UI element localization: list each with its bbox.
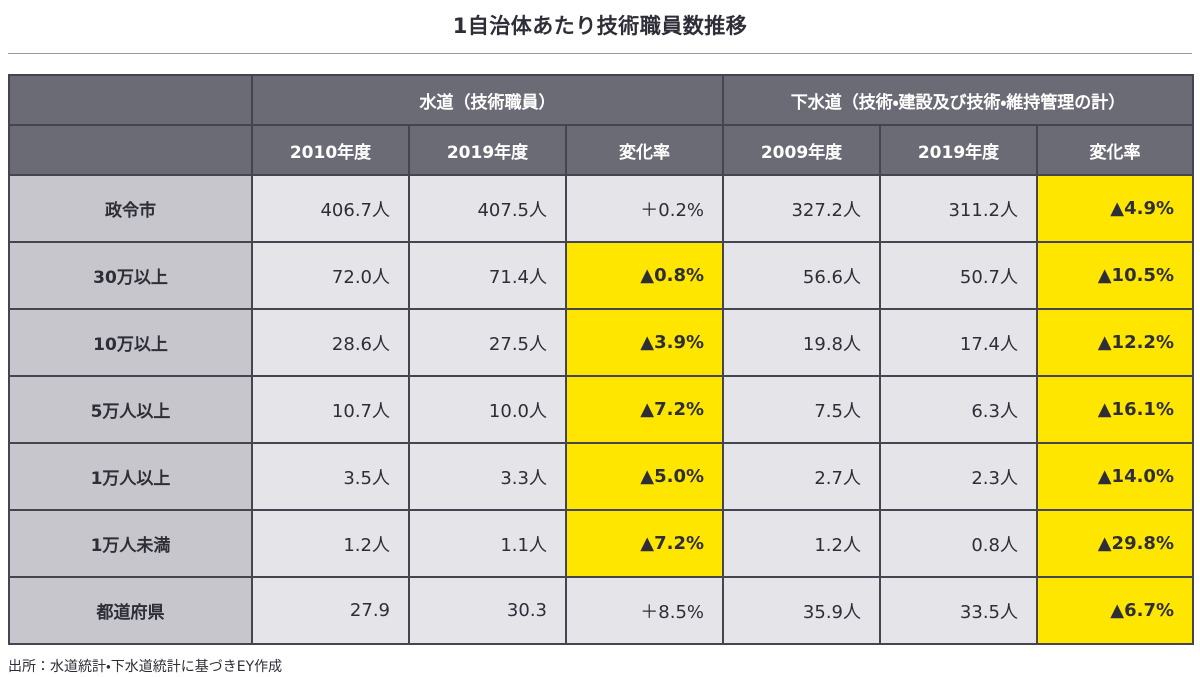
- value-cell: 407.5人: [408, 174, 567, 243]
- row-label: 都道府県: [8, 576, 253, 645]
- column-header-sewer-2009: 2009年度: [722, 124, 881, 176]
- change-rate-cell-highlighted: ▲12.2%: [1036, 308, 1194, 377]
- source-note: 出所：水道統計・下水道統計に基づきEY作成: [8, 659, 283, 675]
- column-header-sewer-change: 変化率: [1036, 124, 1194, 176]
- staff-table: 水道（技術職員） 下水道（技術・建設及び技術・維持管理の計） 2010年度 20…: [8, 74, 1194, 645]
- change-rate-cell-highlighted: ▲29.8%: [1036, 509, 1194, 578]
- change-rate-cell-highlighted: ▲7.2%: [565, 509, 724, 578]
- change-rate-cell-highlighted: ▲7.2%: [565, 375, 724, 444]
- row-label: 1万人以上: [8, 442, 253, 511]
- change-rate-cell-highlighted: ▲0.8%: [565, 241, 724, 310]
- change-rate-cell-highlighted: ▲5.0%: [565, 442, 724, 511]
- value-cell: 17.4人: [879, 308, 1038, 377]
- column-header-sewer-2019: 2019年度: [879, 124, 1038, 176]
- value-cell: 406.7人: [251, 174, 410, 243]
- change-rate-cell-highlighted: ▲3.9%: [565, 308, 724, 377]
- value-cell: 6.3人: [879, 375, 1038, 444]
- table-row: 1万人未満 1.2人 1.1人 ▲7.2% 1.2人 0.8人 ▲29.8%: [8, 509, 1194, 578]
- column-header-water-2019: 2019年度: [408, 124, 567, 176]
- group-header-sewer: 下水道（技術・建設及び技術・維持管理の計）: [722, 74, 1194, 126]
- value-cell: 35.9人: [722, 576, 881, 645]
- sub-header-row: 2010年度 2019年度 変化率 2009年度 2019年度 変化率: [8, 124, 1194, 176]
- table-row: 30万以上 72.0人 71.4人 ▲0.8% 56.6人 50.7人 ▲10.5%: [8, 241, 1194, 310]
- group-header-row: 水道（技術職員） 下水道（技術・建設及び技術・維持管理の計）: [8, 74, 1194, 126]
- change-rate-cell-highlighted: ▲10.5%: [1036, 241, 1194, 310]
- value-cell: 56.6人: [722, 241, 881, 310]
- corner-cell-bottom: [8, 124, 253, 176]
- value-cell: 1.2人: [251, 509, 410, 578]
- title-divider: [8, 53, 1192, 54]
- value-cell: 10.7人: [251, 375, 410, 444]
- value-cell: 27.5人: [408, 308, 567, 377]
- value-cell: 10.0人: [408, 375, 567, 444]
- row-label: 30万以上: [8, 241, 253, 310]
- row-label: 10万以上: [8, 308, 253, 377]
- value-cell: 7.5人: [722, 375, 881, 444]
- row-label: 政令市: [8, 174, 253, 243]
- value-cell: 0.8人: [879, 509, 1038, 578]
- change-rate-cell-highlighted: ▲6.7%: [1036, 576, 1194, 645]
- column-header-water-2010: 2010年度: [251, 124, 410, 176]
- column-header-water-change: 変化率: [565, 124, 724, 176]
- value-cell: 50.7人: [879, 241, 1038, 310]
- change-rate-cell-highlighted: ▲14.0%: [1036, 442, 1194, 511]
- value-cell: 1.2人: [722, 509, 881, 578]
- table-row: 1万人以上 3.5人 3.3人 ▲5.0% 2.7人 2.3人 ▲14.0%: [8, 442, 1194, 511]
- row-label: 1万人未満: [8, 509, 253, 578]
- table-row: 都道府県 27.9 30.3 ＋8.5% 35.9人 33.5人 ▲6.7%: [8, 576, 1194, 645]
- value-cell: 30.3: [408, 576, 567, 645]
- group-header-water: 水道（技術職員）: [251, 74, 724, 126]
- value-cell: ＋0.2%: [565, 174, 724, 243]
- page-title: 1自治体あたり技術職員数推移: [452, 14, 748, 38]
- value-cell: ＋8.5%: [565, 576, 724, 645]
- row-label: 5万人以上: [8, 375, 253, 444]
- value-cell: 311.2人: [879, 174, 1038, 243]
- change-rate-cell-highlighted: ▲16.1%: [1036, 375, 1194, 444]
- value-cell: 27.9: [251, 576, 410, 645]
- table-row: 5万人以上 10.7人 10.0人 ▲7.2% 7.5人 6.3人 ▲16.1%: [8, 375, 1194, 444]
- value-cell: 72.0人: [251, 241, 410, 310]
- value-cell: 19.8人: [722, 308, 881, 377]
- value-cell: 33.5人: [879, 576, 1038, 645]
- value-cell: 1.1人: [408, 509, 567, 578]
- value-cell: 327.2人: [722, 174, 881, 243]
- table-row: 政令市 406.7人 407.5人 ＋0.2% 327.2人 311.2人 ▲4.9%: [8, 174, 1194, 243]
- change-rate-cell-highlighted: ▲4.9%: [1036, 174, 1194, 243]
- value-cell: 71.4人: [408, 241, 567, 310]
- table-row: 10万以上 28.6人 27.5人 ▲3.9% 19.8人 17.4人 ▲12.2%: [8, 308, 1194, 377]
- value-cell: 3.3人: [408, 442, 567, 511]
- table-body: 政令市 406.7人 407.5人 ＋0.2% 327.2人 311.2人 ▲4.9% 30万…: [8, 174, 1194, 645]
- value-cell: 2.7人: [722, 442, 881, 511]
- corner-cell-top: [8, 74, 253, 126]
- value-cell: 3.5人: [251, 442, 410, 511]
- value-cell: 28.6人: [251, 308, 410, 377]
- value-cell: 2.3人: [879, 442, 1038, 511]
